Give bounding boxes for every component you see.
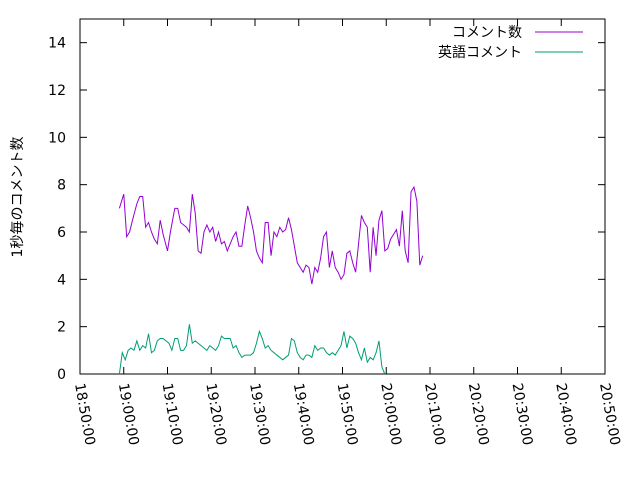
y-axis-label: 1秒毎のコメント数 [10, 137, 26, 258]
x-tick-label: 20:10:00 [421, 382, 448, 447]
y-tick-label: 8 [57, 178, 66, 194]
series-line-1 [118, 324, 386, 375]
y-tick-label: 10 [48, 130, 66, 146]
x-tick-label: 19:20:00 [202, 382, 229, 447]
series-line-0 [118, 185, 424, 285]
y-tick-label: 4 [57, 272, 66, 288]
x-tick-label: 20:30:00 [509, 382, 536, 447]
x-tick-label: 20:40:00 [552, 382, 579, 447]
x-tick-label: 19:50:00 [334, 382, 361, 447]
legend-label: 英語コメント [438, 44, 522, 61]
x-tick-label: 20:00:00 [377, 382, 404, 447]
x-tick-label: 19:10:00 [159, 382, 186, 447]
x-tick-label: 20:50:00 [596, 382, 623, 447]
y-tick-label: 12 [48, 83, 66, 99]
plot-frame [79, 18, 606, 375]
y-tick-label: 6 [57, 225, 66, 241]
x-axis: 18:50:00 19:00:00 19:10:00 19:20:00 19:30:00… [71, 19, 623, 447]
y-tick-label: 2 [57, 320, 66, 336]
x-tick-label: 19:00:00 [115, 382, 142, 447]
y-tick-label: 14 [48, 36, 66, 52]
plot-border [79, 18, 606, 375]
x-tick-label: 19:30:00 [246, 382, 273, 447]
y-tick-label: 0 [57, 367, 66, 383]
legend-label: コメント数 [452, 25, 522, 41]
y-axis: 0 2 4 6 8 10 12 14 [48, 36, 605, 383]
series-lines [118, 185, 424, 375]
x-tick-label: 20:20:00 [465, 382, 492, 447]
x-tick-label: 19:40:00 [290, 382, 317, 447]
x-tick-label: 18:50:00 [71, 382, 98, 447]
